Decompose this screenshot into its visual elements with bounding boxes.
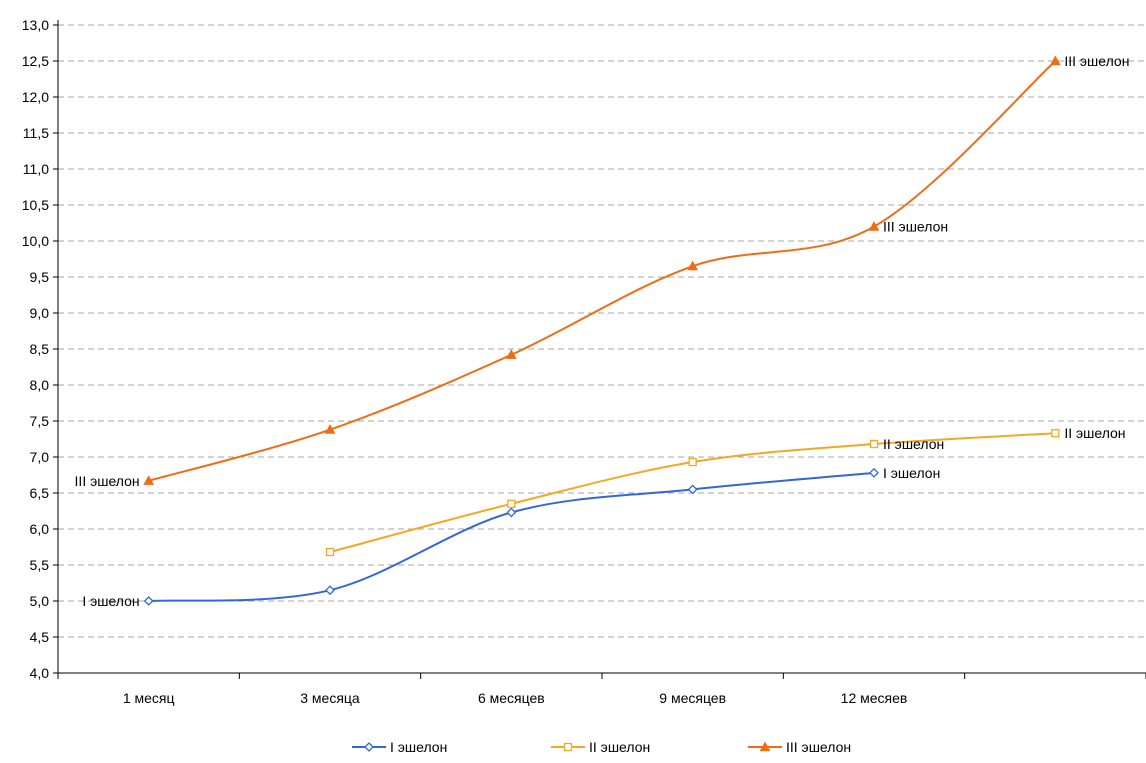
point-marker	[364, 742, 374, 752]
legend-label: II эшелон	[589, 739, 650, 755]
grid-layer	[58, 24, 1146, 638]
point-marker	[507, 499, 516, 508]
point-label-layer: I эшелон I эшелон II эшелон II эшелон III эш…	[75, 53, 1130, 609]
point-marker	[1049, 55, 1061, 66]
y-tick-label: 10,0	[22, 233, 49, 249]
y-tick-label: 9,0	[30, 305, 50, 321]
series-1	[143, 467, 879, 606]
legend-item-1: I эшелон	[352, 739, 447, 755]
series-3	[143, 55, 1061, 485]
y-tick-label: 10,5	[22, 197, 49, 213]
y-tick-label: 4,0	[30, 665, 50, 681]
y-tick-label: 11,0	[23, 161, 49, 177]
point-marker	[759, 741, 771, 752]
point-marker	[324, 424, 336, 434]
point-marker	[688, 457, 697, 467]
x-category-label: 3 месяца	[300, 690, 360, 706]
point-marker	[1051, 429, 1060, 438]
series-line	[148, 60, 1057, 482]
point-marker	[687, 260, 699, 271]
legend-label: I эшелон	[390, 739, 447, 755]
y-tick-label: 6,0	[30, 521, 50, 537]
y-tick-label: 4,5	[30, 629, 50, 645]
point-marker	[506, 507, 517, 518]
point-label: II эшелон	[883, 436, 944, 452]
series-2	[325, 429, 1060, 557]
point-marker	[868, 221, 880, 231]
point-marker	[687, 484, 698, 495]
point-marker	[325, 547, 335, 557]
series-line	[148, 471, 875, 602]
y-tick-label: 8,0	[30, 377, 50, 393]
y-tick-label: 9,5	[30, 269, 50, 285]
y-tick-label: 5,5	[30, 557, 50, 573]
y-tick-label: 7,0	[30, 449, 50, 465]
y-tick-label: 5,0	[30, 593, 50, 609]
y-tick-label: 7,5	[30, 413, 50, 429]
point-marker	[869, 439, 879, 449]
series-layer	[143, 55, 1061, 606]
x-category-label: 9 месяцев	[659, 690, 726, 706]
point-label: II эшелон	[1064, 425, 1125, 441]
y-tick-label: 11,5	[23, 125, 49, 141]
point-label: I эшелон	[82, 593, 139, 609]
point-marker	[143, 596, 154, 606]
y-tick-label: 12,5	[22, 53, 49, 69]
legend-item-2: II эшелон	[551, 739, 650, 755]
point-marker	[143, 475, 155, 485]
x-category-label: 1 месяц	[123, 690, 175, 706]
y-tick-label: 12,0	[22, 89, 49, 105]
point-marker	[325, 585, 335, 596]
legend-item-3: III эшелон	[748, 739, 851, 755]
x-category-label: 6 месяцев	[478, 690, 545, 706]
point-marker	[869, 467, 879, 478]
point-marker	[563, 742, 573, 752]
y-tick-label: 6,5	[30, 485, 50, 501]
y-tick-label: 13,0	[22, 17, 49, 33]
point-label: III эшелон	[75, 473, 140, 489]
point-label: III эшелон	[1064, 53, 1129, 69]
axis-layer: 4,0 4,5 5,0 5,5 6,0 6,5 7,0 7,5 8,0 8,5 9,0 9,5 10,0…	[22, 17, 1146, 706]
legend-label: III эшелон	[786, 739, 851, 755]
point-label: I эшелон	[883, 465, 940, 481]
point-label: III эшелон	[883, 219, 948, 235]
legend: I эшелон II эшелон III эшелон	[352, 739, 851, 755]
x-category-label: 12 месяев	[841, 690, 908, 706]
point-marker	[505, 349, 517, 359]
y-tick-label: 8,5	[30, 341, 50, 357]
